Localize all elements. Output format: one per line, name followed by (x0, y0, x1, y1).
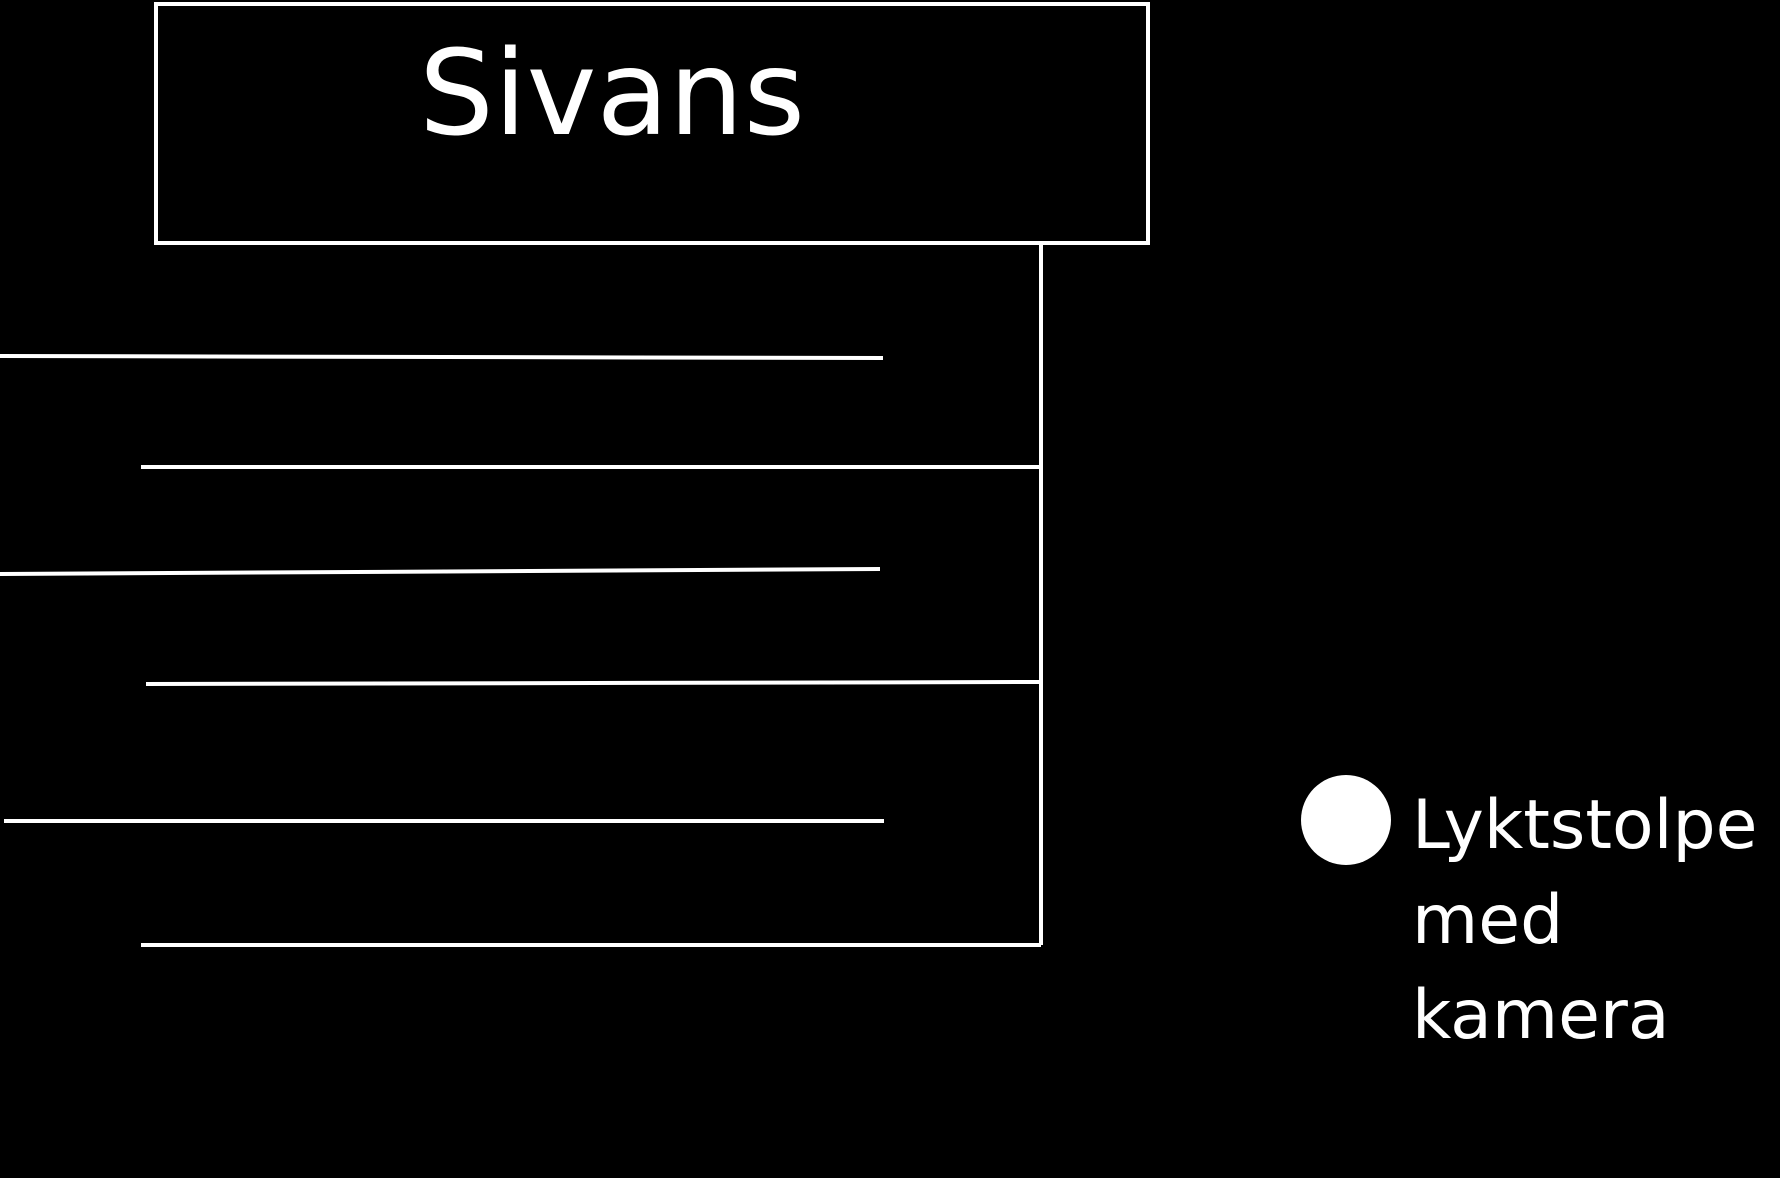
lamp-post-camera-icon (1301, 775, 1391, 865)
legend-label-line-2: med (1412, 881, 1563, 960)
lane-line (145, 680, 1042, 686)
building-name: Sivans (419, 24, 805, 162)
building-box (154, 2, 1150, 245)
legend-label-line-1: Lyktstolpe (1412, 786, 1758, 865)
lane-line (0, 567, 881, 576)
legend-label-line-3: kamera (1412, 976, 1670, 1055)
legend-label: Lyktstolpe med kamera (1412, 786, 1779, 1055)
lane-line (0, 354, 884, 360)
